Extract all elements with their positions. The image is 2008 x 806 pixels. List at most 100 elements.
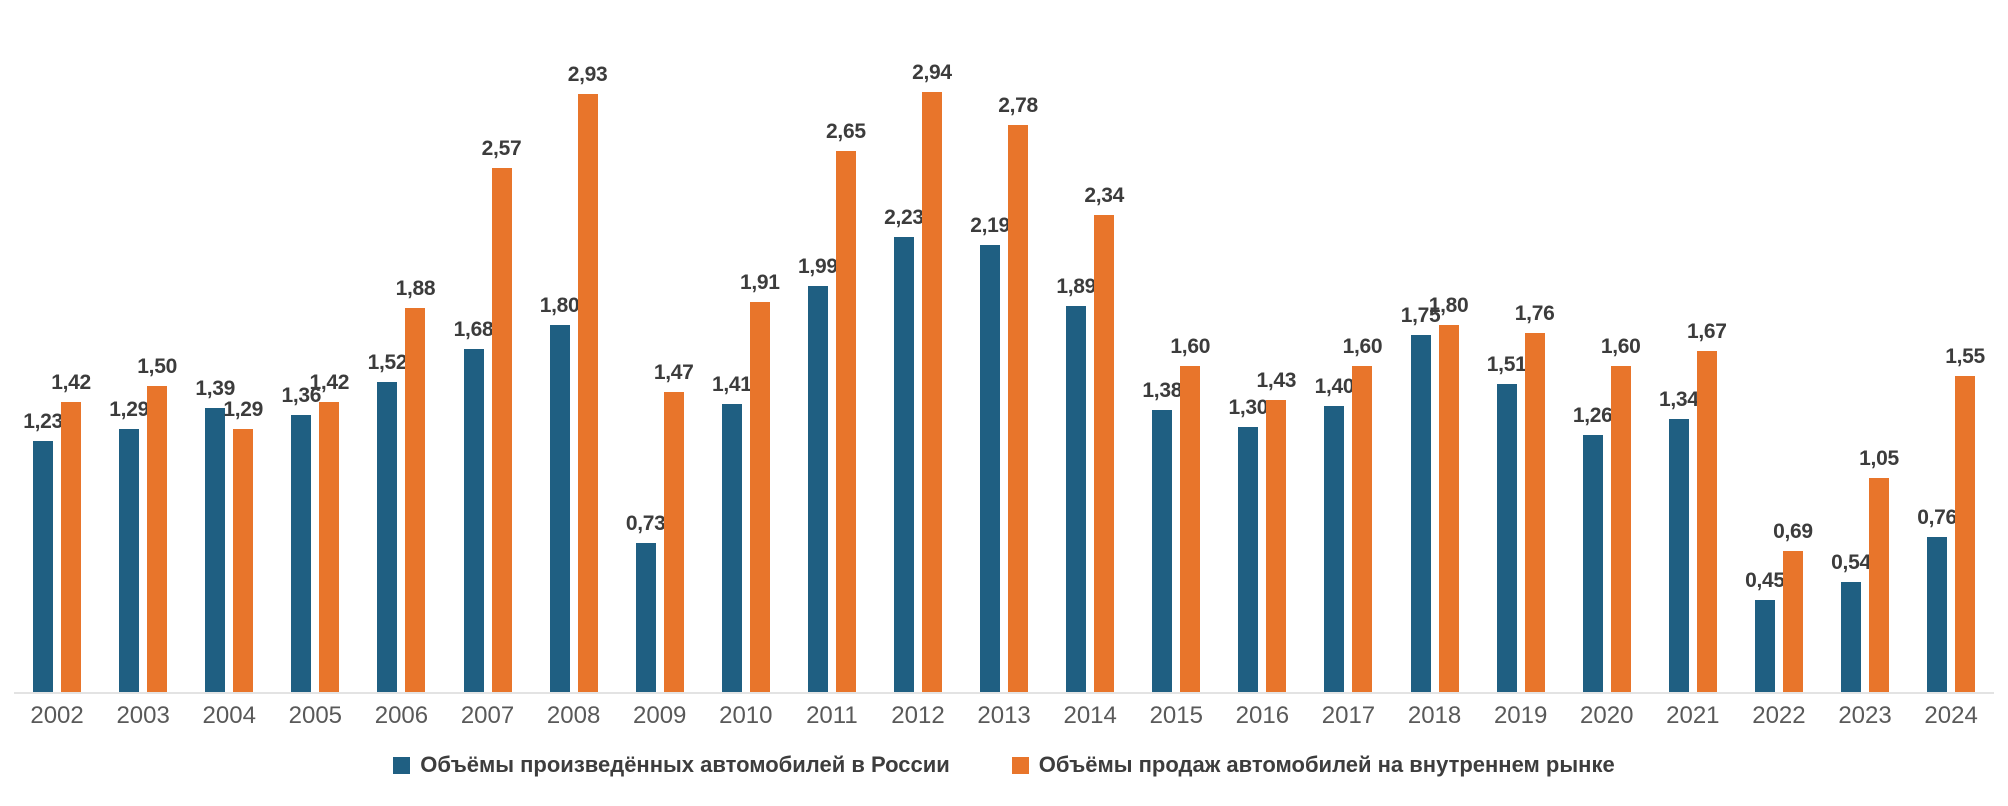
- bar-value-label: 1,36: [281, 384, 322, 407]
- x-axis-label: 2020: [1580, 702, 1634, 729]
- bar-value-label: 2,34: [1084, 184, 1125, 207]
- bar-group: 1,40 1,60: [1305, 0, 1391, 692]
- bar-value-label: 2,23: [884, 206, 924, 229]
- sales-bar: 1,91: [740, 271, 780, 692]
- production-bar: 0,76: [1917, 506, 1957, 692]
- bar-value-label: 1,41: [711, 373, 752, 396]
- bar-group: 1,34 1,67: [1650, 0, 1736, 692]
- bar-value-label: 1,50: [137, 355, 177, 378]
- production-series-swatch-icon: [393, 756, 411, 774]
- bar-value-label: 1,55: [1945, 345, 1985, 368]
- sales-bar: 0,69: [1773, 520, 1813, 692]
- production-bar: 1,40: [1315, 375, 1355, 692]
- bar-group: 1,89 2,34: [1047, 0, 1133, 692]
- bar-value-label: 0,73: [625, 512, 666, 535]
- bar-value-label: 1,29: [109, 398, 149, 421]
- bar-value-label: 1,60: [1600, 335, 1641, 358]
- x-axis-label: 2011: [806, 702, 858, 729]
- bar-value-label: 1,42: [309, 371, 350, 394]
- bar-value-label: 1,42: [51, 371, 91, 394]
- sales-bar: 1,42: [51, 371, 91, 692]
- bar-group: 1,75 1,80: [1392, 0, 1478, 692]
- production-bar: 1,23: [23, 410, 63, 692]
- x-axis-label: 2010: [719, 702, 773, 729]
- sales-bar: 1,29: [223, 398, 263, 692]
- bar-value-label: 1,80: [1428, 294, 1469, 317]
- bar-group: 0,76 1,55: [1908, 0, 1994, 692]
- bar-value-label: 1,91: [739, 271, 780, 294]
- sales-bar: 1,05: [1859, 447, 1899, 692]
- x-axis-label: 2016: [1235, 702, 1290, 729]
- bar-value-label: 2,19: [970, 214, 1010, 237]
- x-axis-label: 2012: [891, 702, 945, 729]
- bar-value-label: 1,39: [195, 377, 236, 400]
- production-bar: 1,80: [540, 294, 580, 692]
- x-axis-label: 2014: [1063, 702, 1117, 729]
- bar-value-label: 1,47: [653, 361, 694, 384]
- production-bar: 1,36: [281, 384, 321, 692]
- bar-group: 1,68 2,57: [444, 0, 530, 692]
- sales-bar: 1,80: [1429, 294, 1469, 692]
- bar-value-label: 1,51: [1486, 353, 1527, 376]
- x-axis-label: 2013: [977, 702, 1031, 729]
- bar-value-label: 0,45: [1745, 569, 1785, 592]
- bar-group: 1,80 2,93: [531, 0, 617, 692]
- bar-value-label: 1,99: [798, 255, 838, 278]
- sales-bar: 1,47: [654, 361, 694, 692]
- x-axis-label: 2007: [460, 702, 515, 729]
- x-axis-label: 2021: [1666, 702, 1720, 729]
- x-axis: 2002 2003 2004 2005 2006 2007 2008 2009 2010 2011…: [14, 702, 1994, 730]
- sales-bar: 2,94: [912, 61, 952, 692]
- bar-group: 1,38 1,60: [1133, 0, 1219, 692]
- production-bar: 1,39: [195, 377, 235, 692]
- sales-bar: 1,43: [1257, 369, 1297, 692]
- legend-label-sales: Объёмы продаж автомобилей на внутреннем …: [1038, 752, 1615, 777]
- bar-value-label: 2,65: [826, 120, 866, 143]
- production-bar: 0,73: [626, 512, 666, 692]
- sales-bar: 1,76: [1515, 302, 1555, 692]
- x-axis-label: 2022: [1752, 702, 1806, 729]
- x-axis-label: 2019: [1493, 702, 1548, 729]
- bar-group: 1,36 1,42: [272, 0, 358, 692]
- sales-bar: 1,60: [1170, 335, 1210, 692]
- bar-group: 1,29 1,50: [100, 0, 186, 692]
- bar-value-label: 1,88: [395, 277, 436, 300]
- bar-value-label: 1,60: [1342, 335, 1383, 358]
- x-axis-label: 2002: [30, 702, 84, 729]
- legend-item-production: Объёмы произведённых автомобилей в Росси…: [393, 752, 950, 778]
- bar-group: 2,19 2,78: [961, 0, 1047, 692]
- x-axis-label: 2017: [1321, 702, 1376, 729]
- sales-bar: 2,93: [568, 63, 608, 692]
- production-bar: 1,41: [712, 373, 752, 692]
- production-bar: 1,75: [1401, 304, 1441, 692]
- production-bar: 1,51: [1487, 353, 1527, 692]
- bar-value-label: 1,52: [367, 351, 408, 374]
- bar-value-label: 1,34: [1658, 388, 1699, 411]
- x-axis-label: 2003: [116, 702, 170, 729]
- bar-value-label: 1,67: [1686, 320, 1727, 343]
- bar-value-label: 1,60: [1170, 335, 1211, 358]
- bar-value-label: 1,05: [1859, 447, 1899, 470]
- x-axis-label: 2006: [374, 702, 429, 729]
- x-axis-label: 2018: [1407, 702, 1462, 729]
- bar-value-label: 0,76: [1917, 506, 1957, 529]
- bar-group: 1,26 1,60: [1564, 0, 1650, 692]
- production-bar: 0,45: [1745, 569, 1785, 692]
- bar-group: 1,51 1,76: [1478, 0, 1564, 692]
- x-axis-label: 2009: [633, 702, 687, 729]
- bar-group: 0,54 1,05: [1822, 0, 1908, 692]
- x-axis-label: 2008: [546, 702, 601, 729]
- production-bar: 1,52: [368, 351, 408, 692]
- bar-value-label: 2,93: [567, 63, 608, 86]
- bar-value-label: 1,80: [539, 294, 580, 317]
- sales-bar: 2,78: [998, 94, 1038, 692]
- bar-value-label: 1,23: [23, 410, 63, 433]
- bar-value-label: 0,69: [1773, 520, 1813, 543]
- bar-group: 2,23 2,94: [875, 0, 961, 692]
- production-bar: 1,29: [109, 398, 149, 692]
- bar-value-label: 0,54: [1831, 551, 1871, 574]
- bar-value-label: 1,43: [1256, 369, 1297, 392]
- production-bar: 2,23: [884, 206, 924, 692]
- bar-value-label: 1,76: [1514, 302, 1555, 325]
